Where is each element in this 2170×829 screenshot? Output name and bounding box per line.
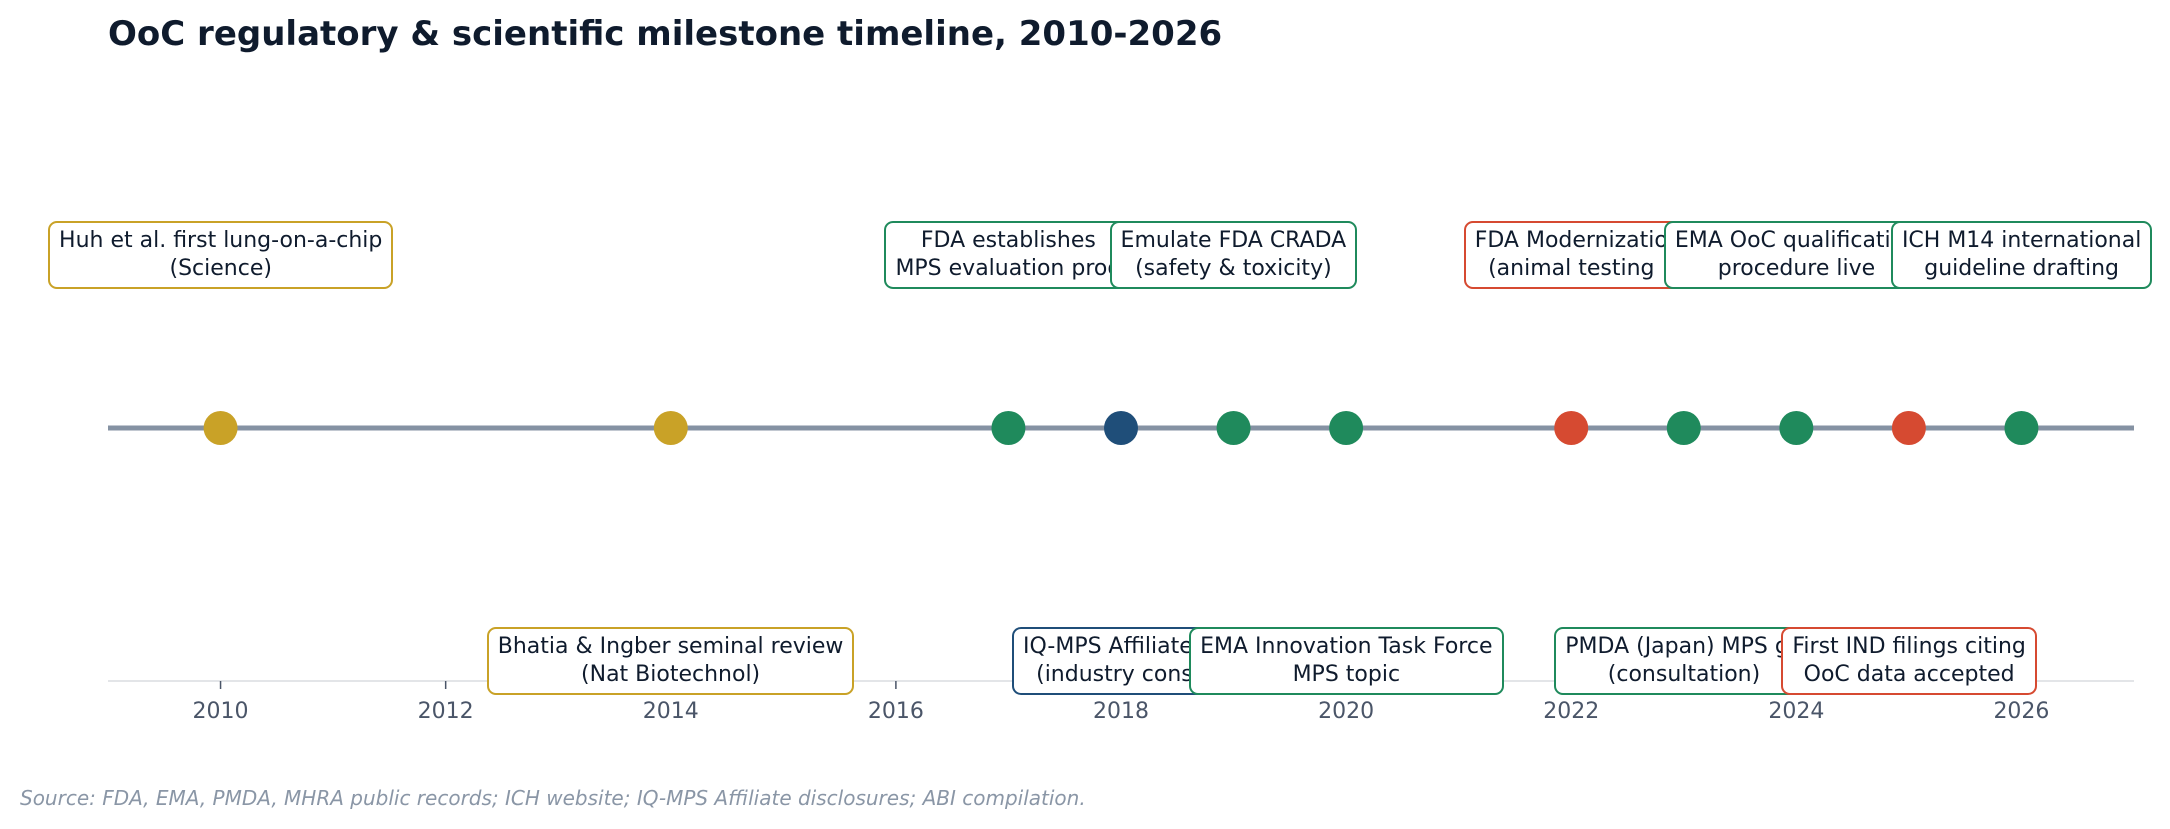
x-tick-label: 2014: [643, 699, 699, 724]
milestone-dot: [1104, 411, 1138, 445]
milestone-label: FDA Modernizatio (animal testing: [1463, 221, 1679, 289]
milestone-label-line: guideline drafting: [1924, 256, 2119, 281]
milestone-label-line: (animal testing: [1488, 256, 1655, 281]
x-tick-label: 2022: [1543, 699, 1599, 724]
milestone-dot: [1216, 411, 1251, 445]
milestone-label: FDA establishes MPS evaluation prog: [884, 221, 1133, 289]
milestone-dot: [653, 411, 688, 445]
milestone-label-line: OoC data accepted: [1803, 662, 2015, 687]
milestone-label-line: (consultation): [1607, 662, 1761, 687]
milestone-label-line: EMA OoC qualification: [1674, 228, 1919, 253]
x-tick-label: 2024: [1768, 699, 1824, 724]
milestone-label: First IND filings citing OoC data accepte…: [1781, 627, 2037, 695]
milestone-label: PMDA (Japan) MPS gu (consultation): [1554, 627, 1814, 695]
milestone-label-line: Emulate FDA CRADA: [1120, 228, 1347, 253]
milestone-dot: [1329, 411, 1364, 445]
milestone-label: ICH M14 international guideline drafting: [1890, 221, 2153, 289]
milestone-label-line: MPS topic: [1292, 662, 1401, 687]
milestone-label-line: FDA establishes: [920, 228, 1096, 253]
source-note: Source: FDA, EMA, PMDA, MHRA public reco…: [20, 786, 1086, 810]
milestone-label: Bhatia & Ingber seminal review (Nat Biote…: [486, 627, 855, 695]
milestone-label-line: MPS evaluation prog: [895, 256, 1122, 281]
milestone-label: Huh et al. first lung-on-a-chip (Science): [48, 221, 394, 289]
milestone-label-line: (industry conso: [1036, 662, 1207, 687]
x-tick-label: 2010: [193, 699, 249, 724]
milestone-dot: [991, 411, 1026, 445]
milestone-dot: [203, 411, 238, 445]
milestone-label: EMA OoC qualification procedure live: [1663, 221, 1930, 289]
milestone-label-line: procedure live: [1717, 256, 1876, 281]
x-tick-label: 2020: [1318, 699, 1374, 724]
milestone-label-line: ICH M14 international: [1901, 228, 2142, 253]
milestone-label-line: (Science): [169, 256, 272, 281]
milestone-dot: [2004, 411, 2039, 445]
milestone-label-line: IQ-MPS Affiliate la: [1023, 634, 1220, 659]
milestone-label-line: EMA Innovation Task Force: [1200, 634, 1493, 659]
x-tick-label: 2016: [868, 699, 924, 724]
chart-title: OoC regulatory & scientific milestone ti…: [108, 14, 1223, 54]
milestone-dot: [1891, 411, 1926, 445]
milestone-label-line: FDA Modernizatio: [1474, 228, 1668, 253]
milestone-dot: [1666, 411, 1701, 445]
x-tick-label: 2026: [1993, 699, 2049, 724]
x-tick-label: 2018: [1093, 699, 1149, 724]
milestone-label-line: Huh et al. first lung-on-a-chip: [59, 228, 383, 253]
milestone-label: EMA Innovation Task Force MPS topic: [1189, 627, 1504, 695]
milestone-label-line: (safety & toxicity): [1135, 256, 1332, 281]
milestone-label: Emulate FDA CRADA (safety & toxicity): [1109, 221, 1358, 289]
milestone-dot: [1779, 411, 1814, 445]
milestone-dot: [1554, 411, 1589, 445]
milestone-label-line: PMDA (Japan) MPS gu: [1565, 634, 1803, 659]
x-tick-label: 2012: [418, 699, 474, 724]
milestone-label-line: Bhatia & Ingber seminal review: [497, 634, 844, 659]
milestone-label-line: First IND filings citing: [1792, 634, 2026, 659]
milestone-label-line: (Nat Biotechnol): [581, 662, 761, 687]
